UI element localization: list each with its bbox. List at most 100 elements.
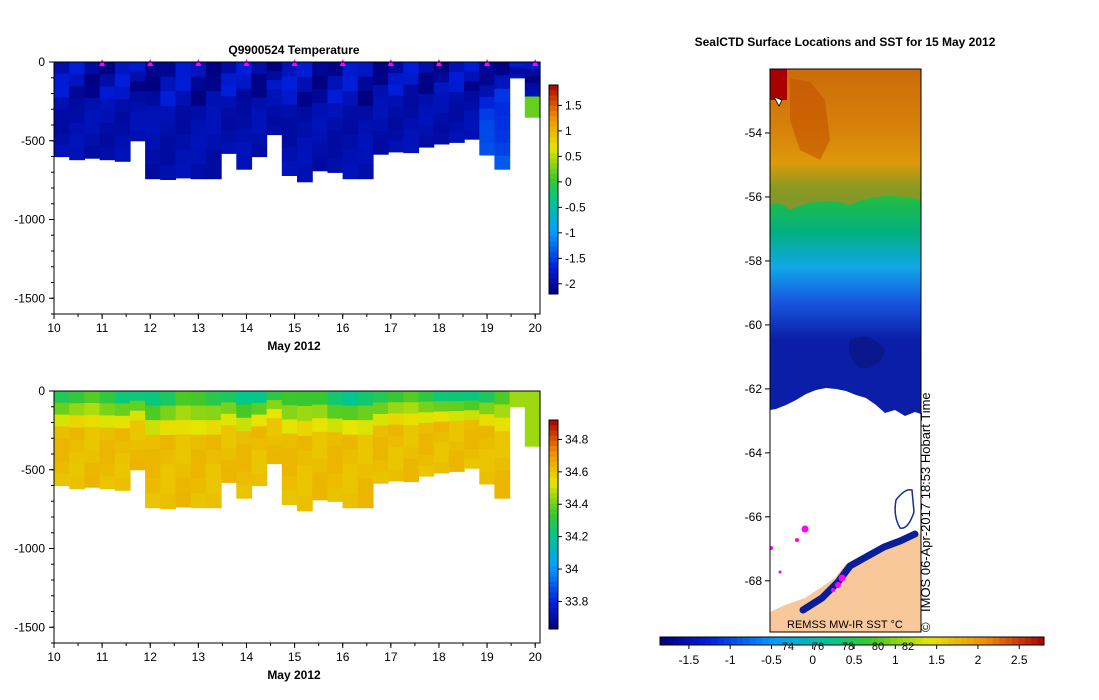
profile-cell [205, 91, 222, 107]
profile-cell [448, 411, 465, 422]
profile-cell [221, 96, 237, 109]
profile-cell [145, 149, 161, 165]
profile-cell [145, 62, 161, 78]
colorbar-tick-label: 34.6 [565, 465, 589, 479]
colorbar-segment [549, 623, 558, 630]
colorbar-segment [948, 637, 955, 645]
profile-cell [160, 449, 177, 465]
colorbar-segment [549, 430, 558, 437]
profile-cell [418, 125, 435, 137]
x-tick-label: 12 [144, 321, 158, 335]
profile-cell [448, 132, 465, 143]
profile-cell [357, 405, 374, 421]
profile-cell [145, 164, 161, 180]
colorbar-tick-label: 33.8 [565, 594, 589, 608]
seal-location [778, 570, 782, 574]
colorbar-segment [935, 637, 943, 645]
colorbar-segment [717, 637, 725, 645]
profile-cell [160, 391, 177, 407]
profile-cell [524, 411, 541, 420]
profile-cell [448, 431, 465, 442]
profile-cell [327, 459, 344, 475]
y-tick-label: -1000 [14, 542, 45, 556]
profile-cell [99, 415, 116, 429]
profile-cell [464, 410, 480, 421]
colorbar-segment [807, 637, 815, 645]
colorbar-segment [549, 126, 558, 133]
longitude-labels: 74 76 78 80 82 [782, 641, 914, 653]
profile-cell [312, 129, 328, 145]
profile-cell [54, 132, 70, 146]
profile-cell [69, 464, 85, 477]
colorbar-segment [1005, 637, 1013, 645]
profile-cell [448, 62, 465, 73]
profile-cell [69, 415, 85, 429]
profile-cell [129, 121, 146, 132]
profile-cell [145, 449, 161, 465]
profile-cell [342, 391, 359, 407]
colorbar-segment [549, 179, 558, 185]
colorbar-segment [794, 637, 802, 645]
profile-cell [221, 470, 237, 483]
profile-cell [342, 62, 359, 78]
profile-cell [327, 446, 344, 461]
profile-cell [297, 480, 313, 497]
profile-cell [327, 75, 344, 91]
profile-cell [297, 495, 313, 512]
lat-tick-label: -54 [745, 126, 763, 140]
coastal-ice-band [799, 530, 919, 614]
profile-cell [129, 450, 146, 461]
colorbar-segment [549, 189, 558, 196]
profile-cell [479, 460, 496, 473]
antarctic-land [770, 533, 921, 632]
colorbar-segment [954, 637, 962, 645]
profile-cell [190, 149, 207, 165]
profile-cell [175, 492, 192, 508]
profile-cell [403, 425, 420, 437]
profile-cell [357, 105, 374, 121]
profile-cell [494, 417, 511, 432]
colorbar-segment [549, 456, 558, 463]
profile-cell [221, 391, 237, 403]
profile-cell [129, 410, 146, 422]
profile-cell [221, 425, 237, 438]
colorbar-segment [549, 498, 558, 505]
profile-cell [464, 400, 480, 411]
salinity-panel: 10 11 12 13 14 15 16 17 18 19 20 0 -500 -1000 -1500 Ma… [14, 384, 588, 682]
profile-cell [388, 458, 404, 471]
profile-cell [205, 76, 222, 92]
profile-cell [297, 166, 313, 183]
profile-cell [509, 396, 526, 400]
colorbar-segment [864, 637, 872, 645]
temperature-fill [54, 62, 541, 183]
profile-cell [403, 129, 420, 142]
profile-cell [509, 398, 526, 402]
profile-cell [281, 490, 298, 505]
colorbar-segment [845, 637, 853, 645]
profile-cell [281, 461, 298, 477]
profile-cell [297, 406, 313, 422]
profile-cell [494, 471, 511, 486]
profile-cell [145, 405, 161, 421]
colorbar-segment [549, 519, 558, 525]
profile-cell [205, 105, 222, 121]
colorbar-segment [986, 637, 994, 645]
copyright-symbol: © [918, 622, 933, 632]
colorbar-segment [928, 637, 936, 645]
profile-cell [388, 95, 404, 108]
profile-cell [433, 103, 450, 114]
colorbar-segment [549, 561, 558, 567]
profile-cell [99, 147, 116, 161]
colorbar-segment [549, 576, 558, 583]
profile-cell [99, 391, 116, 404]
profile-cell [388, 469, 404, 482]
colorbar-tick-label: 1.5 [565, 98, 582, 112]
profile-cell [266, 436, 283, 446]
profile-cell [69, 427, 85, 441]
profile-cell [84, 122, 101, 135]
colorbar-segment [1018, 637, 1026, 645]
profile-cell [494, 102, 511, 117]
profile-cell [160, 420, 177, 436]
profile-cell [69, 391, 85, 404]
profile-cell [251, 473, 268, 487]
